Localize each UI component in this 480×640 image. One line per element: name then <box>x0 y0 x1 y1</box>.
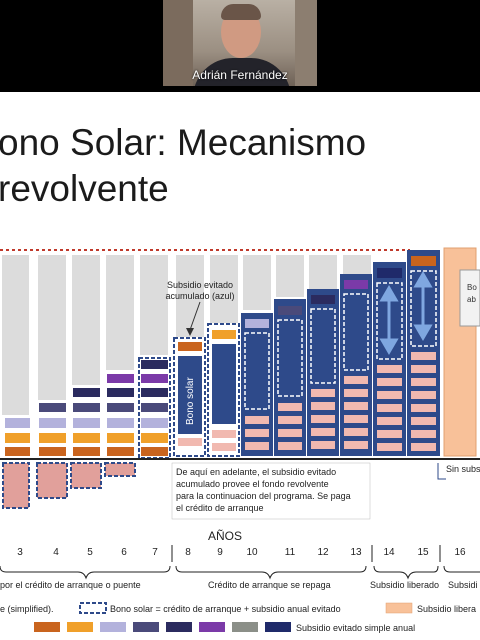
phase-braces <box>0 565 480 580</box>
year-14: 14 <box>383 547 395 558</box>
year-axis: 3 4 5 6 7 8 9 10 11 12 13 14 15 16 <box>17 547 466 558</box>
note-box <box>171 462 371 520</box>
anos-label: AÑOS <box>208 529 242 543</box>
video-bar: Adrián Fernández <box>0 0 480 92</box>
legend-bono-solar-swatch <box>79 602 107 614</box>
accumulated-label-2: acumulado (azul) <box>165 291 234 301</box>
legend-bono-solar: Bono solar = crédito de arranque + subsi… <box>110 604 341 614</box>
note-line-2: acumulado provee el fondo revolvente <box>176 479 329 489</box>
year-separators <box>171 545 441 562</box>
year-4: 4 <box>53 547 59 558</box>
participant-name: Adrián Fernández <box>192 68 288 82</box>
background-shelf-right <box>295 0 317 86</box>
year-6: 6 <box>121 547 127 558</box>
year-8: 8 <box>185 547 191 558</box>
year-15: 15 <box>417 547 429 558</box>
accumulated-annotation <box>186 301 201 336</box>
year-12: 12 <box>317 547 329 558</box>
year-11: 11 <box>285 547 296 558</box>
participant-video-tile[interactable]: Adrián Fernández <box>163 0 317 86</box>
partial-box-text-1: Bo <box>467 283 477 292</box>
legend-liberado-swatch <box>385 602 413 614</box>
slide-title-line-2: revolvente <box>0 168 169 209</box>
later-columns <box>173 247 480 457</box>
legend-color-swatches <box>34 622 291 632</box>
partial-box-text-2: ab <box>467 295 476 304</box>
note-line-1: De aquí en adelante, el subsidio evitado <box>176 467 336 477</box>
note-line-4: el crédito de arranque <box>176 503 264 513</box>
bono-solar-bar-label: Bono solar <box>185 377 196 425</box>
legend-subsidio-simple: Subsidio evitado simple anual <box>296 623 415 633</box>
revolving-mechanism-diagram: Subsidio evitado acumulado (azul) Bono s… <box>0 247 480 633</box>
year-10: 10 <box>246 547 258 558</box>
legend-simplified: e (simplified). <box>0 604 54 614</box>
year-7: 7 <box>152 547 158 558</box>
year-16: 16 <box>454 547 466 558</box>
participant-hair <box>221 4 261 20</box>
presentation-slide: ono Solar: Mecanismo revolvente <box>0 92 480 640</box>
year-5: 5 <box>87 547 93 558</box>
phase-label-2: Crédito de arranque se repaga <box>208 580 331 590</box>
year-3: 3 <box>17 547 23 558</box>
revolving-arrows <box>379 271 433 355</box>
phase-label-1: por el crédito de arranque o puente <box>0 580 141 590</box>
accumulated-label-1: Subsidio evitado <box>167 280 233 290</box>
note-line-3: para la continuacion del programa. Se pa… <box>176 491 351 501</box>
early-columns <box>2 357 171 509</box>
sin-subsidio-pointer <box>437 463 446 480</box>
phase-label-3: Subsidio liberado <box>370 580 439 590</box>
phase-label-4: Subsidi <box>448 580 478 590</box>
gray-columns <box>2 255 371 415</box>
slide-title-line-1: ono Solar: Mecanismo <box>0 122 367 163</box>
year-13: 13 <box>350 547 362 558</box>
slide-title: ono Solar: Mecanismo revolvente <box>0 120 366 212</box>
year-9: 9 <box>217 547 223 558</box>
background-shelf <box>163 0 193 86</box>
legend-subsidio-liberado: Subsidio libera <box>417 604 476 614</box>
sin-subsidio-label: Sin subs <box>446 464 480 474</box>
